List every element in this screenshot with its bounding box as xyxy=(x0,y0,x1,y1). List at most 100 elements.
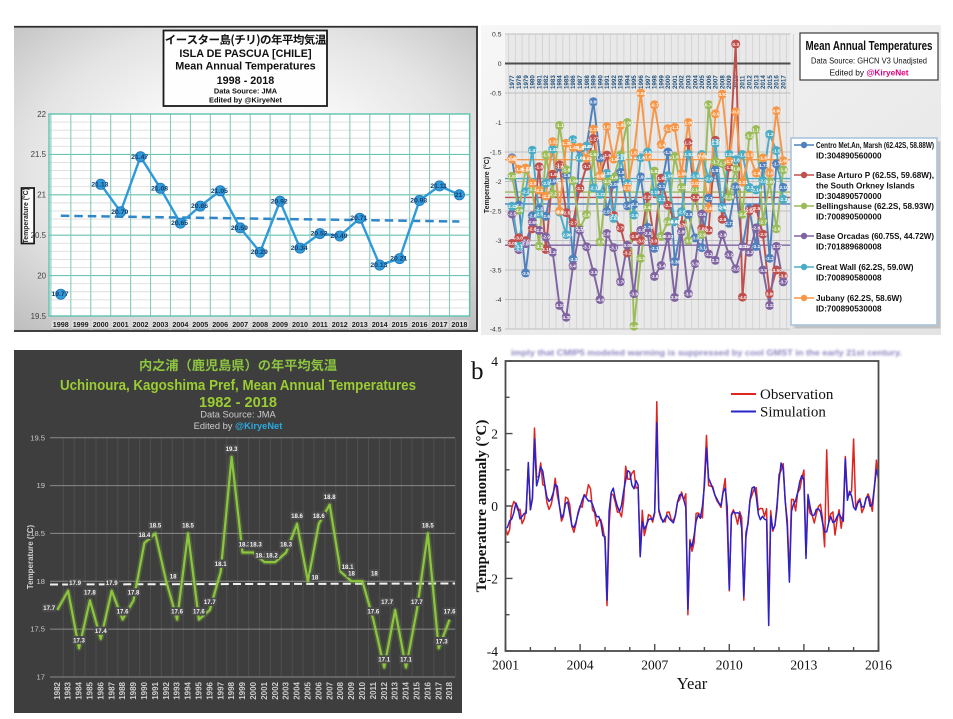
svg-text:Great Wall (62.2S, 59.0W): Great Wall (62.2S, 59.0W) xyxy=(816,263,914,272)
svg-text:b: b xyxy=(471,358,484,385)
svg-text:-1.12: -1.12 xyxy=(751,127,762,133)
svg-text:-3.3: -3.3 xyxy=(765,256,774,262)
svg-text:Data Source: JMA: Data Source: JMA xyxy=(214,87,278,96)
svg-text:0: 0 xyxy=(498,61,502,68)
svg-text:2012: 2012 xyxy=(747,75,754,89)
svg-text:-2.50: -2.50 xyxy=(744,209,755,215)
svg-text:ISLA DE PASCUA [CHILE]: ISLA DE PASCUA [CHILE] xyxy=(179,48,311,60)
svg-text:-2.0: -2.0 xyxy=(623,181,632,187)
svg-text:-2.5: -2.5 xyxy=(555,209,564,215)
svg-text:-2.1: -2.1 xyxy=(576,186,585,192)
svg-text:-3.5: -3.5 xyxy=(732,267,741,273)
svg-text:-2.0: -2.0 xyxy=(704,177,713,183)
svg-text:-3.3: -3.3 xyxy=(637,256,646,262)
svg-text:-2.1: -2.1 xyxy=(589,186,598,192)
svg-text:-1.6: -1.6 xyxy=(637,156,646,162)
svg-text:-3.05: -3.05 xyxy=(520,241,531,247)
svg-text:-3.0: -3.0 xyxy=(637,238,646,244)
svg-text:21.08: 21.08 xyxy=(151,185,168,192)
svg-text:1981: 1981 xyxy=(536,75,543,89)
svg-text:21.5: 21.5 xyxy=(31,150,47,159)
svg-text:2005: 2005 xyxy=(699,75,706,89)
svg-text:20.65: 20.65 xyxy=(171,220,188,227)
svg-text:-1.9: -1.9 xyxy=(596,173,605,179)
svg-text:Base Arturo P (62.5S, 59.68W),: Base Arturo P (62.5S, 59.68W), xyxy=(816,171,934,180)
svg-text:-1.05: -1.05 xyxy=(615,123,626,129)
svg-text:1979: 1979 xyxy=(523,75,530,89)
svg-text:1995: 1995 xyxy=(631,75,638,89)
svg-text:-2.9: -2.9 xyxy=(657,234,666,240)
svg-text:-1.8: -1.8 xyxy=(555,165,564,171)
svg-text:-3.2: -3.2 xyxy=(725,253,734,259)
svg-text:-1.8: -1.8 xyxy=(779,168,788,174)
svg-text:-1.8: -1.8 xyxy=(725,165,734,171)
svg-text:-2.8: -2.8 xyxy=(535,228,544,234)
svg-text:20.5: 20.5 xyxy=(31,231,47,240)
svg-text:1991: 1991 xyxy=(604,75,611,89)
svg-text:1977: 1977 xyxy=(509,75,516,89)
svg-text:18.5: 18.5 xyxy=(422,523,434,530)
svg-text:-1.8: -1.8 xyxy=(562,168,571,174)
svg-text:-1.86: -1.86 xyxy=(676,171,687,177)
svg-text:-2.22: -2.22 xyxy=(595,192,606,198)
svg-text:17.7: 17.7 xyxy=(411,599,423,606)
svg-text:2014: 2014 xyxy=(372,320,388,329)
svg-text:2010: 2010 xyxy=(716,658,743,673)
svg-text:-2.8: -2.8 xyxy=(772,227,781,233)
svg-text:-2.90: -2.90 xyxy=(561,232,572,238)
svg-text:-2.00: -2.00 xyxy=(764,179,775,185)
svg-text:ID:304890560000: ID:304890560000 xyxy=(816,152,882,161)
svg-text:17.8: 17.8 xyxy=(84,590,96,597)
svg-text:-3.5: -3.5 xyxy=(521,271,530,277)
svg-text:Edited by @KiryeNet: Edited by @KiryeNet xyxy=(194,421,283,431)
svg-text:-1.5: -1.5 xyxy=(643,150,652,156)
svg-text:2014: 2014 xyxy=(402,681,411,699)
svg-text:-2.4: -2.4 xyxy=(718,206,727,212)
svg-text:2005: 2005 xyxy=(304,681,313,699)
svg-text:Simulation: Simulation xyxy=(760,405,826,421)
svg-text:-3.0: -3.0 xyxy=(515,236,524,242)
svg-text:1985: 1985 xyxy=(563,75,570,89)
svg-text:1982 - 2018: 1982 - 2018 xyxy=(199,395,277,411)
svg-text:-2: -2 xyxy=(487,571,498,586)
svg-text:ID:700890530008: ID:700890530008 xyxy=(816,305,882,314)
svg-text:-2.42: -2.42 xyxy=(507,204,518,210)
svg-text:-4.0: -4.0 xyxy=(596,297,605,303)
svg-text:-1.9: -1.9 xyxy=(752,171,761,177)
svg-text:2009: 2009 xyxy=(726,75,733,89)
svg-text:Centro Met.An, Marsh (62.42S,: Centro Met.An, Marsh (62.42S, 58.88W) xyxy=(816,141,934,150)
svg-text:20.49: 20.49 xyxy=(330,233,347,240)
svg-text:-3.5: -3.5 xyxy=(490,267,502,274)
svg-text:-3.5: -3.5 xyxy=(589,270,598,276)
svg-text:1995: 1995 xyxy=(195,681,204,699)
svg-text:2012: 2012 xyxy=(332,320,348,329)
svg-text:20.92: 20.92 xyxy=(271,198,288,205)
svg-text:2011: 2011 xyxy=(369,681,378,699)
svg-text:-1.58: -1.58 xyxy=(696,154,707,160)
svg-text:-1.5: -1.5 xyxy=(772,148,781,154)
svg-text:-2.1: -2.1 xyxy=(745,185,754,191)
svg-text:1999: 1999 xyxy=(658,75,665,89)
svg-text:21.13: 21.13 xyxy=(91,181,108,188)
svg-text:-2: -2 xyxy=(495,179,501,186)
svg-text:2006: 2006 xyxy=(212,320,228,329)
svg-text:-2.10: -2.10 xyxy=(676,185,687,191)
svg-text:18.8: 18.8 xyxy=(324,494,336,501)
svg-text:-0.8: -0.8 xyxy=(732,110,741,116)
svg-text:-1.6: -1.6 xyxy=(759,156,768,162)
svg-text:-1.07: -1.07 xyxy=(601,124,612,130)
svg-text:17: 17 xyxy=(37,673,45,682)
svg-text:-1.32: -1.32 xyxy=(547,139,558,145)
svg-text:1983: 1983 xyxy=(64,681,73,699)
svg-text:Uchinoura, Kagoshima Pref, Mea: Uchinoura, Kagoshima Pref, Mean Annual T… xyxy=(60,378,416,394)
svg-text:-2.41: -2.41 xyxy=(622,204,633,210)
svg-text:-4: -4 xyxy=(495,297,501,304)
svg-text:1993: 1993 xyxy=(618,75,625,89)
svg-text:-2.5: -2.5 xyxy=(508,212,517,218)
svg-text:-2.43: -2.43 xyxy=(717,205,728,211)
svg-text:-2.8: -2.8 xyxy=(637,228,646,234)
svg-text:Observation: Observation xyxy=(760,387,834,403)
svg-text:2010: 2010 xyxy=(292,320,308,329)
svg-text:-1.1: -1.1 xyxy=(555,123,564,129)
svg-text:20.59: 20.59 xyxy=(231,225,248,232)
